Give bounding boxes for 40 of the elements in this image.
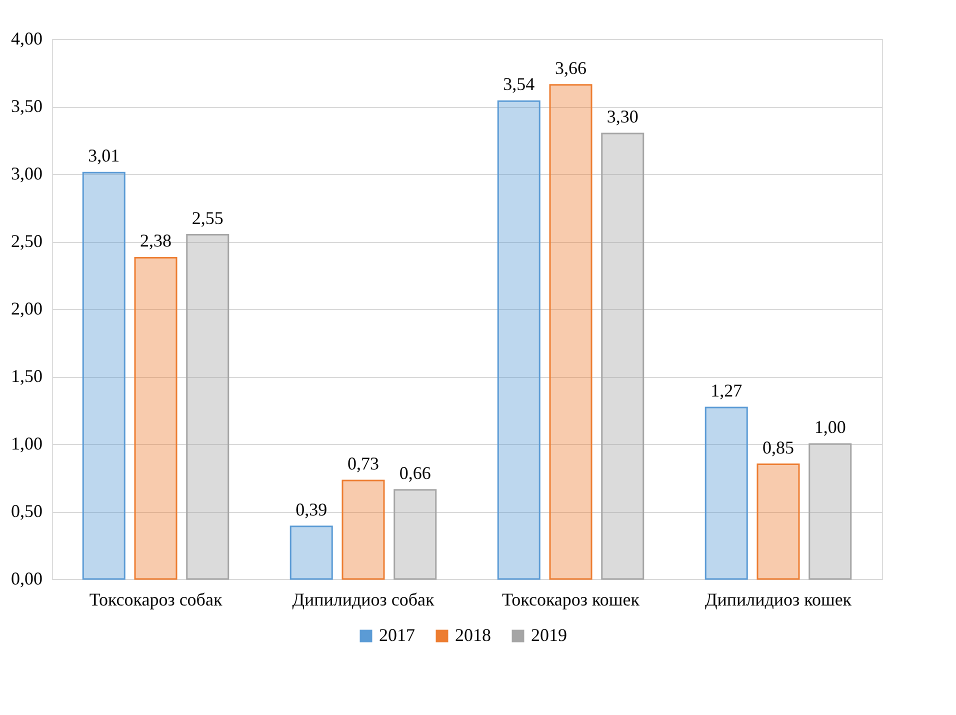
x-tick-label: Дипилидиоз кошек [704,590,852,610]
bar [808,443,852,580]
data-label: 3,30 [606,106,638,126]
bar [290,526,333,580]
y-tick-label: 2,00 [11,298,42,318]
bar [394,489,437,580]
y-tick-label: 3,50 [11,96,42,116]
data-label: 3,01 [88,146,120,166]
y-tick-label: 0,00 [11,568,42,588]
data-label: 1,00 [814,417,846,437]
y-tick-label: 1,00 [11,434,42,454]
y-tick-label: 3,00 [11,164,42,184]
bar [134,256,178,580]
y-tick-label: 2,50 [11,231,42,251]
y-tick-label: 4,00 [11,28,42,48]
data-label: 0,66 [399,462,431,483]
bar [82,172,126,580]
bar [704,406,748,580]
bar [186,234,230,580]
y-tick-label: 0,50 [11,501,42,521]
legend-label: 2017 [379,625,415,645]
bar [601,132,644,580]
bar [497,100,540,580]
y-tick-label: 1,50 [11,366,42,386]
bar [756,464,800,580]
bar [549,84,592,580]
data-label: 0,39 [296,499,328,520]
data-label: 3,54 [503,74,535,94]
data-label: 0,73 [348,453,379,474]
bar [342,480,385,580]
data-label: 2,55 [192,208,224,228]
x-tick-label: Токсокароз кошек [502,590,640,610]
x-tick-label: Дипилидиоз собак [292,590,435,610]
data-label: 1,27 [710,380,742,401]
data-label: 2,38 [140,230,172,251]
data-label: 3,66 [555,58,586,78]
legend-label: 2019 [531,625,567,645]
x-tick-label: Токсокароз собак [89,590,222,610]
data-label: 0,85 [762,437,794,458]
legend-label: 2018 [455,625,491,645]
